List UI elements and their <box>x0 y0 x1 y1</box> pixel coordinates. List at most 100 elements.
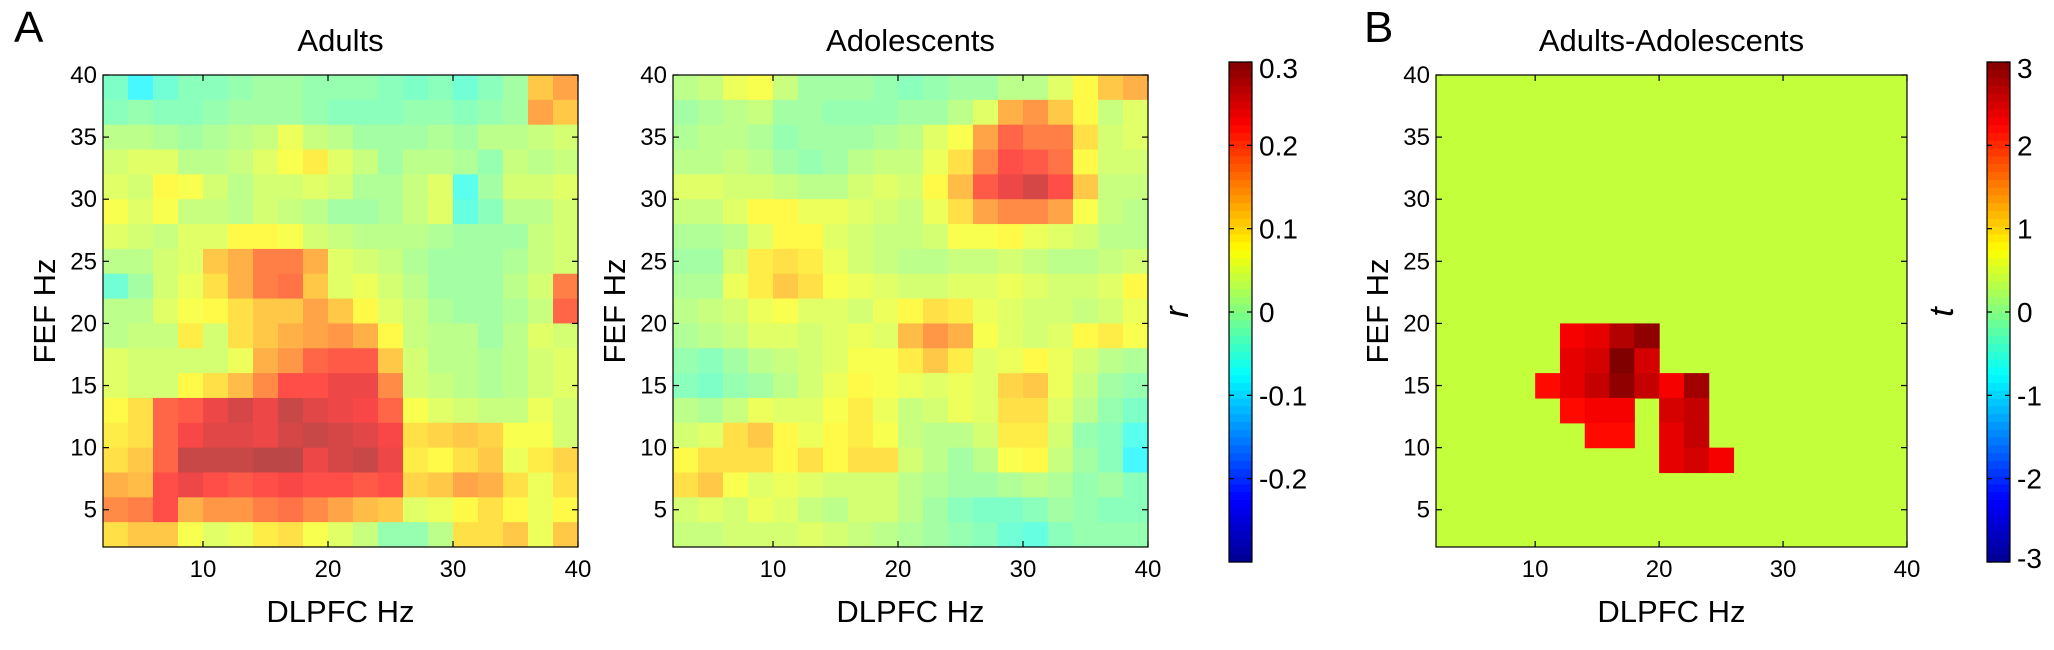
heatmap-cell <box>1559 397 1586 424</box>
heatmap-cell <box>253 373 279 399</box>
heatmap-cell <box>453 472 479 498</box>
heatmap-cell <box>873 99 899 126</box>
heatmap-cell <box>698 422 724 449</box>
colorbar-swatch <box>1229 374 1252 383</box>
heatmap-cell <box>923 174 949 200</box>
heatmap-cell <box>1123 99 1149 126</box>
heatmap-cell <box>228 75 254 101</box>
y-tick-label: 20 <box>1403 310 1430 337</box>
colorbar-swatch <box>1987 429 2010 438</box>
heatmap-panel-3: 10 20 30 40 5 10 15 20 25 30 35 40 Adults-Adolescent… <box>1360 23 1920 629</box>
heatmap-cell <box>178 472 204 498</box>
x-axis-label: DLPFC Hz <box>836 594 984 629</box>
heatmap-cell <box>153 348 179 374</box>
heatmap-cell <box>453 248 479 275</box>
heatmap-cell <box>848 497 874 523</box>
colorbar-swatch <box>1229 405 1252 415</box>
heatmap-cell <box>923 348 949 374</box>
heatmap-cell <box>353 397 379 424</box>
heatmap-cell <box>923 199 949 225</box>
colorbar-swatch <box>1987 249 2010 258</box>
colorbar-swatch <box>1229 257 1252 266</box>
heatmap-cell <box>748 248 774 275</box>
colorbar-swatch <box>1229 272 1252 282</box>
heatmap-cell <box>948 348 974 374</box>
colorbar-swatch <box>1987 319 2010 329</box>
heatmap-cell <box>1609 422 1635 449</box>
y-tick-label: 40 <box>70 62 97 89</box>
heatmap-cell <box>178 174 204 200</box>
heatmap-cell <box>873 199 899 225</box>
heatmap-cell <box>1584 323 1611 349</box>
heatmap-cell <box>1098 124 1124 151</box>
colorbar-swatch <box>1229 413 1252 422</box>
colorbar-swatch <box>1229 460 1252 469</box>
heatmap-cell <box>478 298 504 325</box>
heatmap-cell <box>973 373 999 399</box>
colorbar-swatch <box>1987 499 2010 508</box>
colorbar-swatch <box>1987 374 2010 383</box>
heatmap-cell <box>253 248 279 275</box>
heatmap-cell <box>278 348 304 374</box>
colorbar-swatch <box>1987 468 2010 477</box>
heatmap-cell <box>278 373 304 399</box>
heatmap-cell <box>1073 348 1099 374</box>
heatmap-cell <box>503 248 529 275</box>
colorbar-swatch <box>1987 405 2010 415</box>
heatmap-cell <box>453 224 479 250</box>
colorbar-swatch <box>1987 132 2010 141</box>
heatmap-cell <box>203 273 229 300</box>
heatmap-cell <box>948 397 974 424</box>
heatmap-cell <box>528 373 554 399</box>
colorbar-swatch <box>1229 421 1252 430</box>
heatmap-cell <box>873 522 899 548</box>
heatmap-cell <box>103 99 129 126</box>
heatmap-cell <box>998 422 1024 449</box>
heatmap-cell <box>478 174 504 200</box>
heatmap-cell <box>948 323 974 349</box>
heatmap-cell <box>1584 373 1611 399</box>
heatmap-cell <box>353 124 379 151</box>
heatmap-cell <box>873 124 899 151</box>
heatmap-cell <box>748 373 774 399</box>
heatmap-cell <box>1098 323 1124 349</box>
heatmap-cell <box>698 224 724 250</box>
heatmap-cell <box>553 273 579 300</box>
colorbar-swatch <box>1229 288 1252 297</box>
heatmap-cell <box>873 472 899 498</box>
heatmap-cell <box>378 323 404 349</box>
heatmap-cell <box>328 99 354 126</box>
heatmap-cell <box>178 248 204 275</box>
colorbar-swatch <box>1229 366 1252 376</box>
heatmap-cell <box>1023 224 1049 250</box>
plot-frame <box>672 74 1149 548</box>
x-axis-label: DLPFC Hz <box>1597 594 1745 629</box>
heatmap-cell <box>748 149 774 175</box>
heatmap-cell <box>378 497 404 523</box>
colorbar-tick-label: 0.1 <box>1259 214 1298 245</box>
heatmap-cell <box>698 124 724 151</box>
heatmap-cell <box>278 248 304 275</box>
heatmap-cell <box>278 323 304 349</box>
heatmap-cell <box>1123 199 1149 225</box>
heatmap-cell <box>748 522 774 548</box>
heatmap-cell <box>103 75 129 101</box>
colorbar-swatch <box>1987 101 2010 110</box>
colorbar-swatch <box>1229 390 1252 399</box>
heatmap-cell <box>328 75 354 101</box>
heatmap-cell <box>253 447 279 474</box>
heatmap-cell <box>1123 472 1149 498</box>
heatmap-cell <box>798 124 824 151</box>
heatmap-cell <box>378 522 404 548</box>
heatmap-cell <box>428 348 454 374</box>
heatmap-cell <box>823 472 849 498</box>
heatmap-cell <box>1609 323 1635 349</box>
heatmap-cell <box>773 124 799 151</box>
heatmap-cell <box>403 149 429 175</box>
colorbar-swatch <box>1229 499 1252 508</box>
heatmap-cell <box>528 149 554 175</box>
heatmap-cell <box>798 422 824 449</box>
colorbar-swatch <box>1229 140 1252 149</box>
colorbar-swatch <box>1229 280 1252 290</box>
heatmap-cell <box>698 99 724 126</box>
